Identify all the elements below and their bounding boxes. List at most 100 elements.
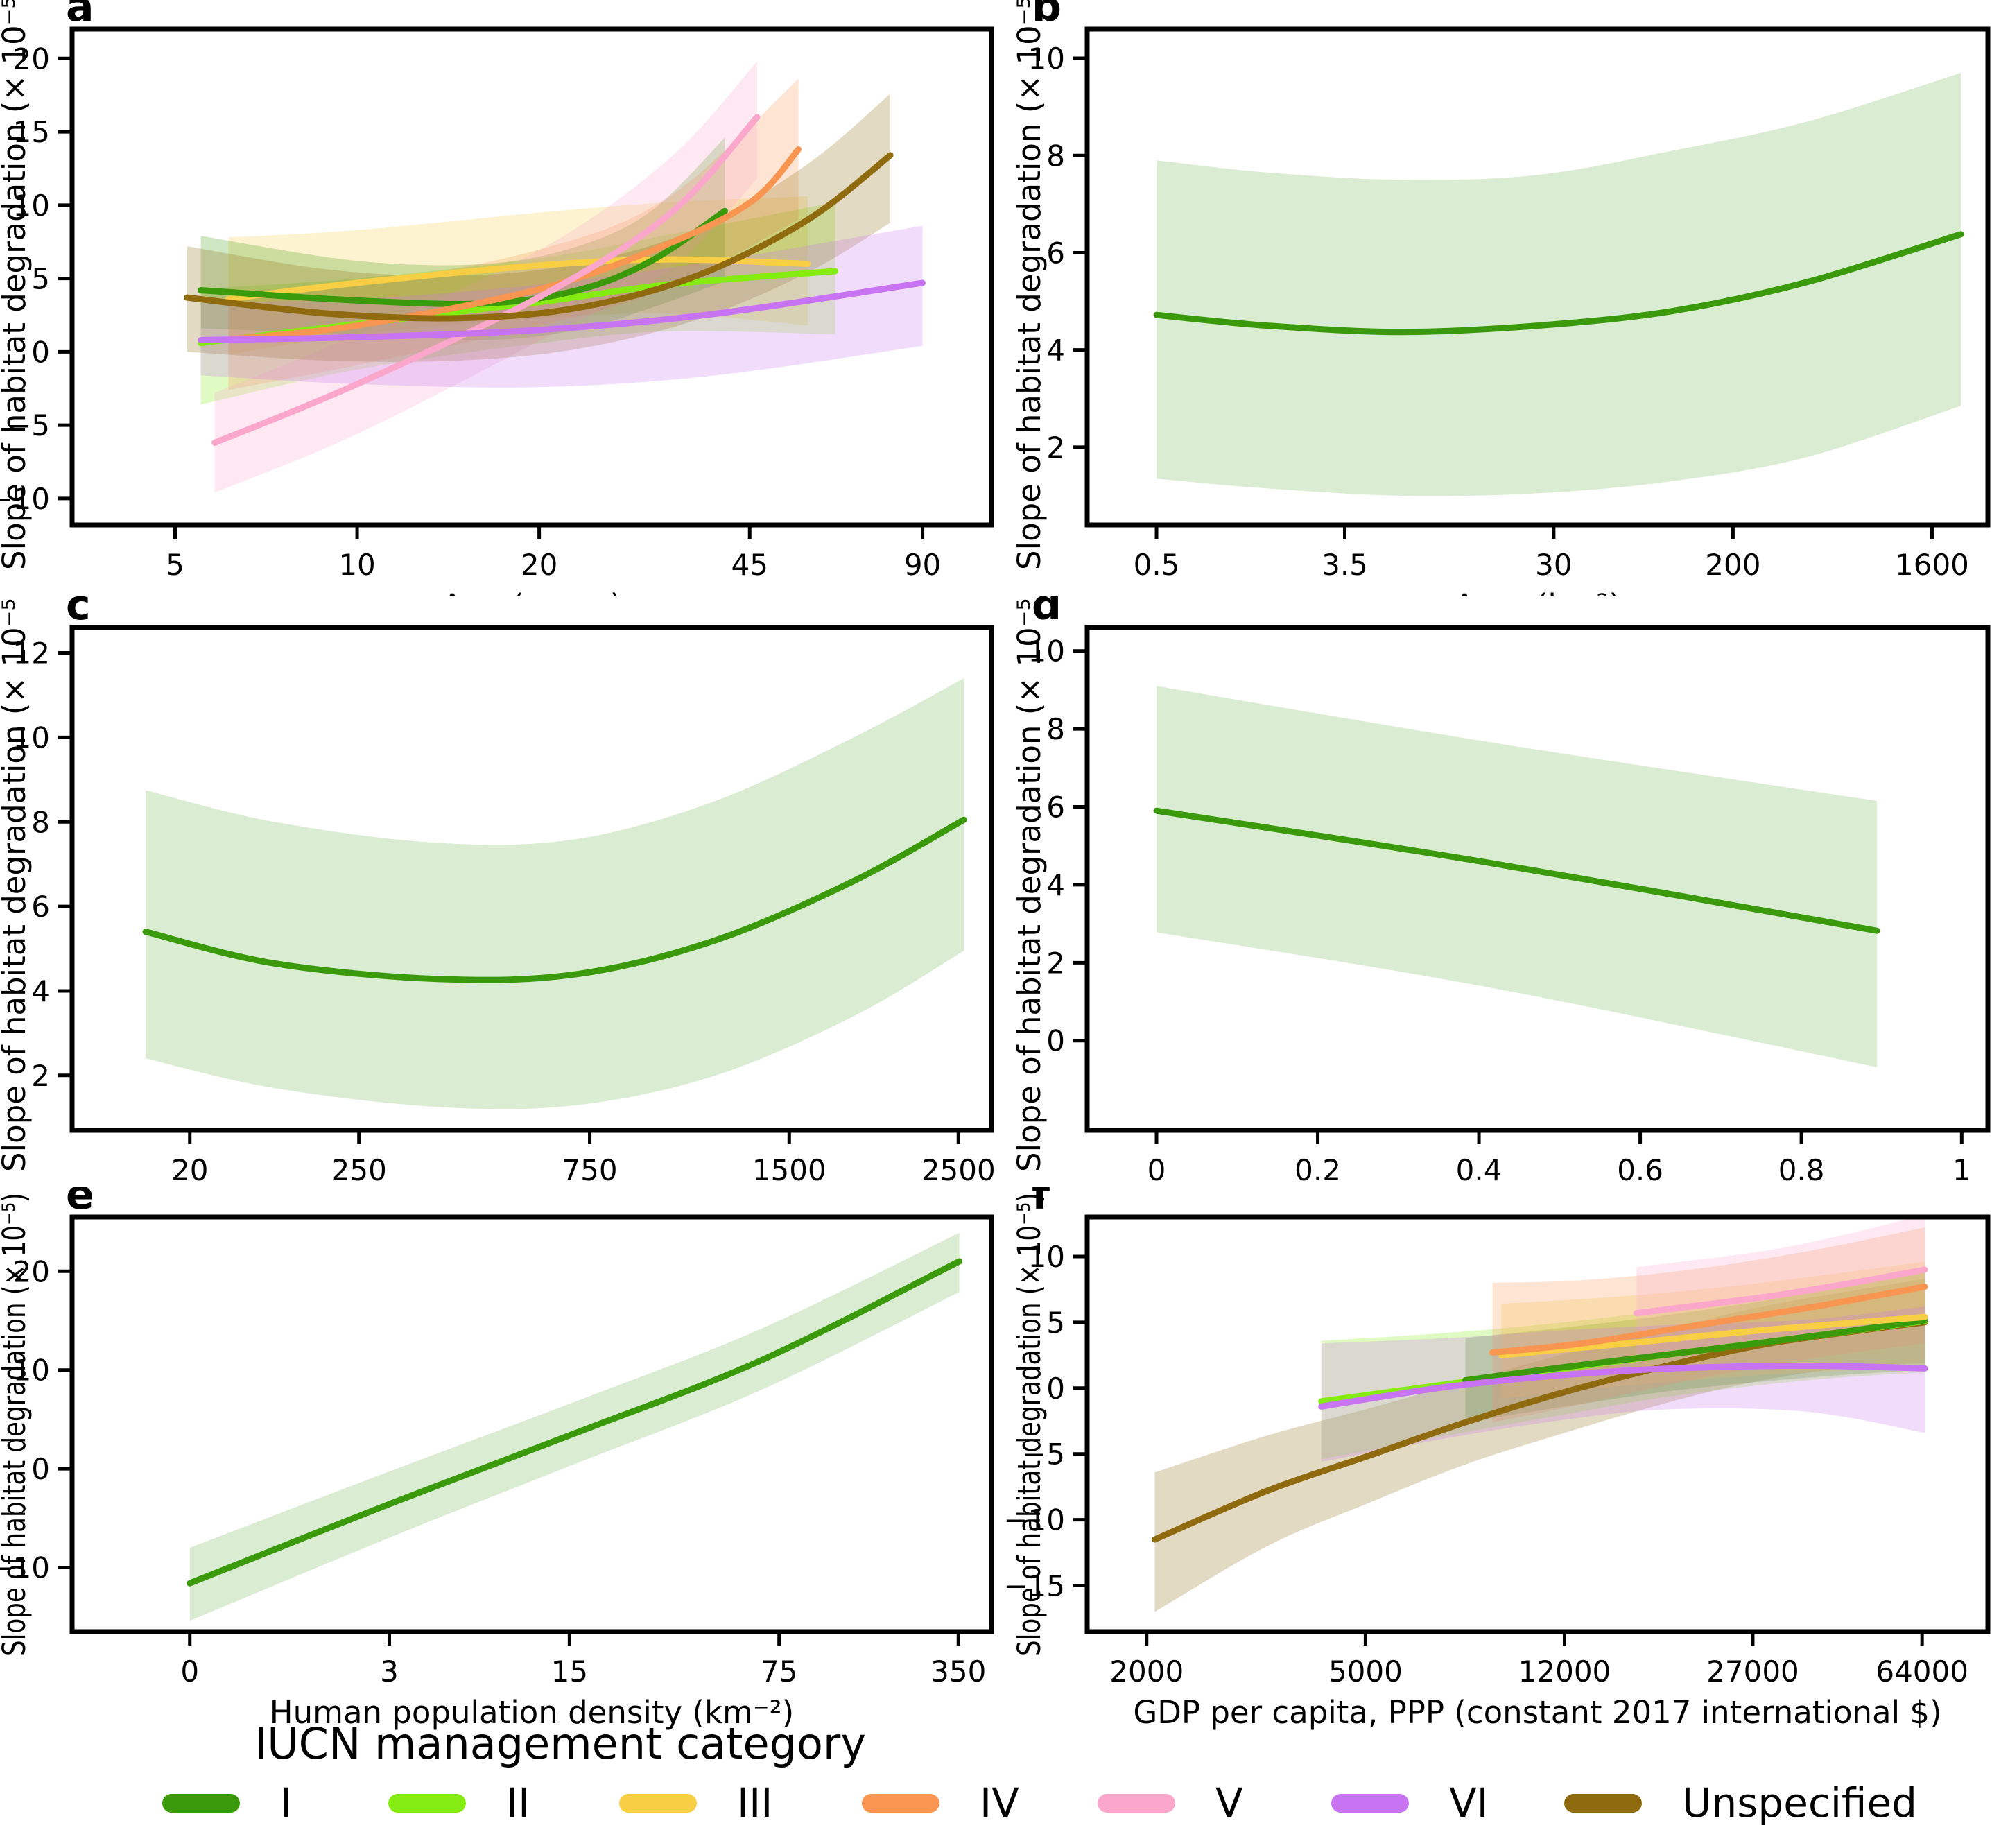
panel-b: 2 4 6 8 10 0.5 3.5 30 200 1600 Area (km²) Slope of … — [996, 0, 1992, 624]
x-tick-label: 2500 — [921, 1153, 996, 1187]
y-tick-label: 10 — [13, 189, 50, 223]
line-category-VI — [198, 279, 926, 343]
x-tick-label: 0.5 — [1134, 548, 1180, 582]
x-tick-label: 90 — [904, 548, 941, 582]
legend-swatch-Unspecified — [1564, 1794, 1642, 1813]
legend-swatch-VI — [1331, 1794, 1409, 1813]
panel-c-chart: 246810122025075015002500Elevation (m)Slo… — [0, 581, 996, 1229]
y-tick-label: 4 — [31, 974, 50, 1008]
y-axis-label: Slope of habitat degradation (× 10⁻⁵) — [1011, 1193, 1048, 1656]
x-tick-label: 3.5 — [1322, 548, 1368, 582]
y-tick-label: 10 — [13, 1354, 50, 1388]
panel-f-chart: −15 −10 −5 0 5 10 2000 5000 12000 27000 64000 GDP p… — [1003, 1171, 1991, 1731]
x-tick-label: 3 — [380, 1655, 399, 1689]
ribbon-I — [1157, 73, 1961, 496]
x-tick-label: 350 — [930, 1655, 986, 1689]
x-tick-label: 1600 — [1895, 548, 1969, 582]
y-tick-label: 10 — [1028, 1240, 1065, 1274]
panel-f: −15 −10 −5 0 5 10 2000 5000 12000 27000 64000 GDP p… — [996, 1171, 1992, 1734]
confidence-ribbons — [189, 1232, 960, 1621]
panel-letter-b: b — [1032, 0, 1062, 31]
x-tick-label: 75 — [761, 1655, 797, 1689]
y-tick-label: 0 — [1046, 1372, 1065, 1406]
plot-border — [1084, 1214, 1991, 1634]
x-tick-label: 0.2 — [1294, 1153, 1341, 1187]
line-category-I — [1153, 231, 1964, 336]
y-axis-label: Slope of habitat degradation (× 10⁻⁵) — [0, 596, 33, 1172]
confidence-ribbons — [1154, 1217, 1925, 1612]
y-tick-label: 10 — [13, 720, 50, 754]
y-tick-label: 8 — [31, 805, 50, 839]
y-tick-label: −5 — [7, 408, 50, 442]
confidence-ribbons — [1157, 686, 1878, 1067]
line-category-I — [198, 207, 728, 307]
y-tick-label: 0 — [1046, 1024, 1065, 1058]
x-tick-label: 12000 — [1518, 1655, 1611, 1689]
x-tick-label: 20 — [521, 548, 557, 582]
y-tick-label: −10 — [0, 1551, 50, 1584]
legend-item-label: I — [280, 1779, 293, 1827]
y-axis-label: Slope of habitat degradation (× 10⁻⁵) — [1011, 0, 1048, 570]
line-category-V — [1633, 1266, 1928, 1317]
legend-swatch-II — [388, 1794, 466, 1813]
x-tick-label: 250 — [331, 1153, 387, 1187]
ribbon-I — [146, 678, 964, 1109]
x-tick-label: 0.4 — [1456, 1153, 1502, 1187]
panel-b-chart: 2 4 6 8 10 0.5 3.5 30 200 1600 Area (km²) Slope of … — [1011, 0, 1991, 624]
fitted-lines — [184, 114, 926, 447]
x-tick-label: 15 — [551, 1655, 588, 1689]
line-category-V — [211, 114, 761, 447]
x-tick-label: 30 — [1535, 548, 1572, 582]
line-category-Unspecified — [184, 152, 894, 322]
x-tick-label: 0 — [180, 1655, 199, 1689]
plot-border — [1084, 625, 1991, 1133]
y-tick-label: −5 — [1022, 1437, 1065, 1471]
legend-item-label: VI — [1449, 1779, 1489, 1827]
y-tick-label: 4 — [1046, 334, 1065, 368]
y-tick-label: 2 — [1046, 946, 1065, 980]
y-tick-label: 10 — [1028, 42, 1065, 76]
x-axis-label: Area (km²) — [1454, 587, 1621, 596]
legend-item-label: III — [737, 1779, 773, 1827]
line-category-I — [1462, 1317, 1928, 1383]
line-category-VI — [1318, 1363, 1928, 1410]
plot-border — [69, 1214, 994, 1634]
ribbon-VI — [200, 225, 923, 388]
panel-letter-c: c — [66, 596, 91, 630]
y-tick-label: −15 — [1003, 1569, 1065, 1603]
y-axis-label: Slope of habitat degradation (× 10⁻⁵) — [0, 0, 33, 570]
confidence-ribbons — [146, 678, 964, 1109]
x-tick-label: 200 — [1705, 548, 1760, 582]
ribbon-Unspecified — [187, 94, 891, 362]
y-tick-label: 0 — [31, 1452, 50, 1486]
x-tick-label: 5 — [166, 548, 184, 582]
legend-swatch-I — [162, 1794, 240, 1813]
x-tick-label: 0.8 — [1778, 1153, 1825, 1187]
y-tick-label: −10 — [0, 482, 50, 516]
x-tick-label: 2000 — [1109, 1655, 1184, 1689]
y-tick-label: 2 — [1046, 431, 1065, 465]
x-tick-label: 10 — [338, 548, 375, 582]
y-tick-label: 4 — [1046, 868, 1065, 902]
y-axis-label: Slope of habitat degradation (× 10⁻⁵) — [0, 1193, 33, 1656]
confidence-ribbons — [1157, 73, 1961, 496]
fitted-lines — [1153, 807, 1880, 934]
panel-e: −10 0 10 20 0 3 15 75 350 Human population densit… — [0, 1171, 996, 1734]
panel-a: −10 −5 0 5 10 15 20 5 10 20 45 90 Age (years) Slope o… — [0, 0, 996, 624]
line-category-IV — [1489, 1284, 1928, 1356]
y-tick-label: 6 — [1046, 791, 1065, 824]
fitted-lines — [142, 816, 967, 983]
line-category-I — [1153, 807, 1880, 934]
legend-swatch-III — [619, 1794, 697, 1813]
y-tick-label: 12 — [13, 637, 50, 671]
legend-item-label: IV — [980, 1779, 1019, 1827]
x-tick-label: 64000 — [1876, 1655, 1968, 1689]
panel-letter-e: e — [66, 1187, 94, 1219]
line-category-I — [142, 816, 967, 983]
plot-border — [69, 625, 994, 1133]
y-axis-label: Slope of habitat degradation (× 10⁻⁵) — [1011, 596, 1048, 1172]
ribbon-I — [200, 137, 725, 340]
x-axis-label: GDP per capita, PPP (constant 2017 inter… — [1133, 1694, 1941, 1731]
y-tick-label: 6 — [31, 890, 50, 924]
x-tick-label: 20 — [171, 1153, 208, 1187]
